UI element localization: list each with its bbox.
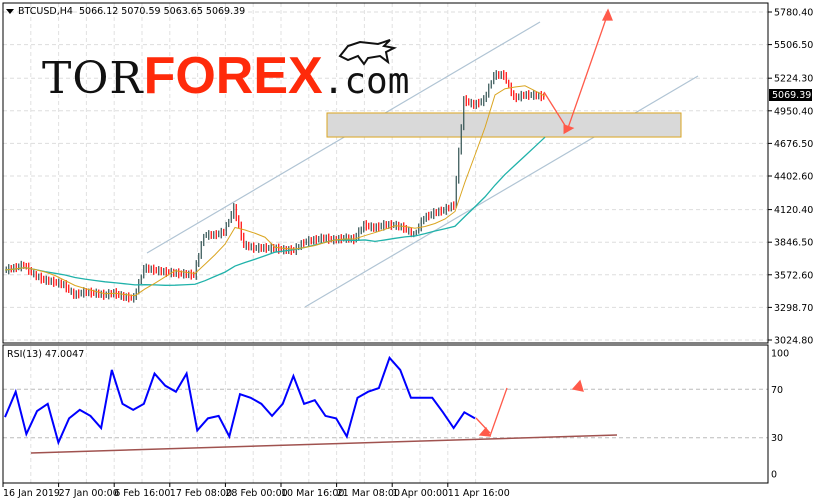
rsi-down-arrow-head xyxy=(478,426,492,437)
rsi-title: RSI(13) 47.0047 xyxy=(7,349,84,360)
price-tick-label: 3846.50 xyxy=(774,238,813,249)
time-tick-label: 6 Feb 16:00 xyxy=(114,488,170,499)
logo-forex: FOREX xyxy=(143,47,323,105)
price-tick-label: 4120.40 xyxy=(774,205,813,216)
current-price-label: 5069.39 xyxy=(772,90,811,101)
down-arrow-line xyxy=(543,91,567,128)
time-tick-label: 10 Mar 16:00 xyxy=(281,488,344,499)
time-tick-label: 16 Jan 2019 xyxy=(3,488,60,499)
up-arrow-head xyxy=(601,8,613,21)
rsi-panel-border xyxy=(2,344,769,484)
rsi-up-arrow-line xyxy=(489,387,508,437)
rsi-level-label: 0 xyxy=(771,470,777,481)
rsi-axis: 100 70 30 0 xyxy=(771,349,789,481)
current-price-label-bg xyxy=(769,89,812,101)
grid xyxy=(2,3,768,483)
symbol-timeframe: BTCUSD,H4 xyxy=(18,6,73,17)
rsi-forecast-arrows xyxy=(475,379,584,437)
price-tick-label: 5506.50 xyxy=(774,40,813,51)
ohlc-values: 5066.12 5070.59 5063.65 5069.39 xyxy=(79,6,245,17)
rsi-line xyxy=(4,355,476,446)
price-tick-label: 3298.70 xyxy=(774,303,813,314)
time-tick-label: 17 Feb 08:00 xyxy=(170,488,232,499)
fast-moving-average xyxy=(4,85,546,297)
slow-moving-average xyxy=(4,136,546,286)
collapse-triangle-icon[interactable] xyxy=(6,9,14,14)
time-tick-label: 28 Feb 00:00 xyxy=(225,488,287,499)
logo-tor: TOR xyxy=(42,53,144,104)
price-tick-label: 3572.60 xyxy=(774,270,813,281)
price-tick-label: 3024.80 xyxy=(774,336,813,347)
price-series xyxy=(5,70,545,303)
up-arrow-line xyxy=(567,15,608,129)
torforex-logo: TOR FOREX .com xyxy=(42,46,409,106)
price-tick-label: 4950.40 xyxy=(774,106,813,117)
resistance-zone[interactable] xyxy=(326,112,682,138)
rsi-level-label: 70 xyxy=(771,385,783,396)
time-tick-label: 21 Mar 08:00 xyxy=(337,488,400,499)
forecast-arrows xyxy=(543,8,613,135)
logo-com: .com xyxy=(322,61,410,102)
bull-icon xyxy=(338,39,398,66)
price-tick-label: 5224.30 xyxy=(774,74,813,85)
price-tick-label: 4676.50 xyxy=(774,139,813,150)
time-tick-label: 11 Apr 16:00 xyxy=(448,488,510,499)
time-tick-label: 27 Jan 00:00 xyxy=(59,488,119,499)
price-tick-label: 5780.40 xyxy=(774,8,813,19)
price-axis: 5780.40 5506.50 5224.30 4950.40 4676.50 4402.… xyxy=(768,8,813,347)
main-panel-border xyxy=(2,2,769,344)
rsi-level-label: 100 xyxy=(771,349,789,360)
time-tick-label: 1 Apr 00:00 xyxy=(392,488,448,499)
rsi-level-label: 30 xyxy=(771,433,783,444)
rsi-up-arrow-head xyxy=(571,379,584,392)
rsi-support-line[interactable] xyxy=(30,434,618,454)
price-tick-label: 4402.60 xyxy=(774,172,813,183)
